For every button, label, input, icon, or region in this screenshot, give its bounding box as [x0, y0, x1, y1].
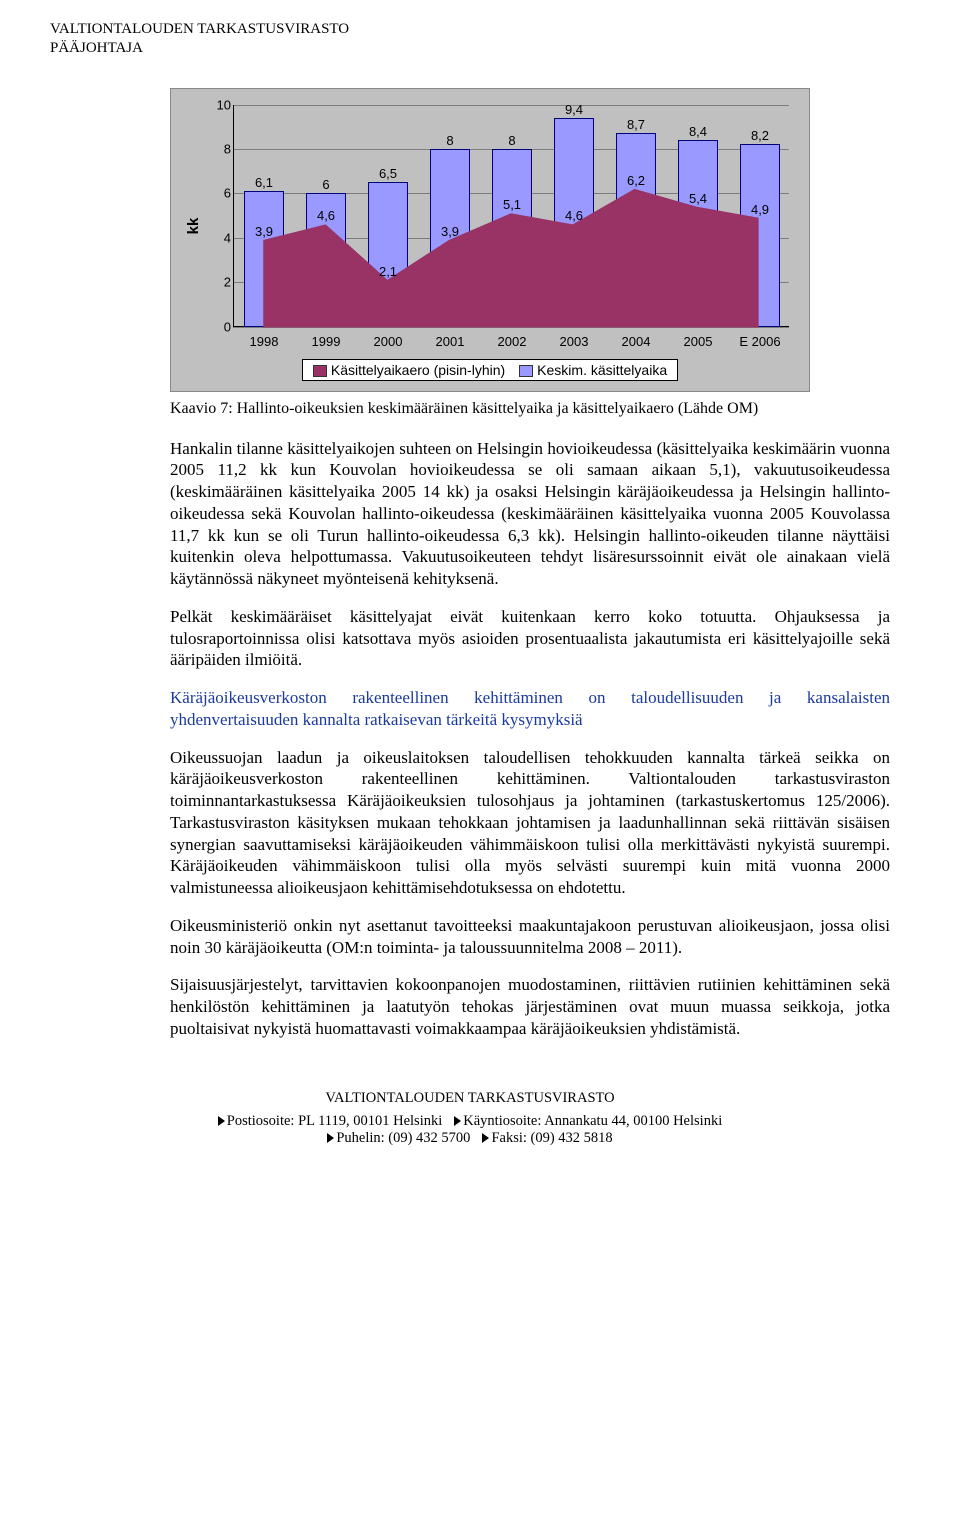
chart-legend: Käsittelyaikaero (pisin-lyhin) Keskim. kä… [171, 351, 809, 391]
y-tick-label: 6 [213, 186, 231, 201]
legend-label: Keskim. käsittelyaika [537, 362, 667, 378]
gridline [233, 105, 789, 106]
x-category-label: 2004 [608, 334, 664, 349]
bar-value-label: 8,4 [678, 124, 718, 139]
x-category-label: 1998 [236, 334, 292, 349]
x-category-label: 1999 [298, 334, 354, 349]
x-category-label: 2000 [360, 334, 416, 349]
area-value-label: 5,1 [503, 197, 521, 212]
y-tick-label: 4 [213, 230, 231, 245]
bar-value-label: 6,1 [244, 175, 284, 190]
chart-frame: kk 0 2 4 6 8 10 6,1 1998 6 1999 6,5 2000 8 2001 8 2002 9… [170, 88, 810, 392]
triangle-icon [482, 1133, 489, 1143]
bar-value-label: 8,2 [740, 128, 780, 143]
paragraph: Sijaisuusjärjestelyt, tarvittavien kokoo… [170, 974, 890, 1039]
footer-item: Puhelin: (09) 432 5700 [327, 1130, 470, 1147]
bar-value-label: 8,7 [616, 117, 656, 132]
y-tick-label: 10 [213, 97, 231, 112]
document-body: Hankalin tilanne käsittelyaikojen suhtee… [170, 438, 890, 1040]
area-value-label: 6,2 [627, 173, 645, 188]
chart-caption: Kaavio 7: Hallinto-oikeuksien keskimäärä… [170, 400, 890, 418]
area-value-label: 4,9 [751, 202, 769, 217]
paragraph: Oikeussuojan laadun ja oikeuslaitoksen t… [170, 747, 890, 899]
x-category-label: E 2006 [732, 334, 788, 349]
bar-value-label: 8 [492, 133, 532, 148]
footer-item: Faksi: (09) 432 5818 [482, 1130, 612, 1147]
bar [492, 149, 532, 327]
page-header: VALTIONTALOUDEN TARKASTUSVIRASTO PÄÄJOHT… [50, 20, 890, 58]
area-value-label: 4,6 [317, 208, 335, 223]
bar [244, 191, 284, 326]
footer-item: Postiosoite: PL 1119, 00101 Helsinki [218, 1113, 443, 1130]
bar [678, 140, 718, 326]
legend-label: Käsittelyaikaero (pisin-lyhin) [331, 362, 505, 378]
triangle-icon [454, 1116, 461, 1126]
org-line2: PÄÄJOHTAJA [50, 39, 890, 58]
area-value-label: 2,1 [379, 264, 397, 279]
footer-line2: Puhelin: (09) 432 5700 Faksi: (09) 432 5… [50, 1130, 890, 1147]
plot-area: kk 02468106,11998619996,5200082001820029… [183, 101, 797, 351]
bar [616, 133, 656, 326]
paragraph: Hankalin tilanne käsittelyaikojen suhtee… [170, 438, 890, 590]
triangle-icon [327, 1133, 334, 1143]
paragraph: Oikeusministeriö onkin nyt asettanut tav… [170, 915, 890, 959]
page-footer: VALTIONTALOUDEN TARKASTUSVIRASTO Postios… [50, 1090, 890, 1147]
footer-org: VALTIONTALOUDEN TARKASTUSVIRASTO [50, 1090, 890, 1107]
footer-item: Käyntiosoite: Annankatu 44, 00100 Helsin… [454, 1113, 722, 1130]
legend-item: Käsittelyaikaero (pisin-lyhin) [313, 362, 505, 378]
gridline [233, 327, 789, 328]
x-category-label: 2002 [484, 334, 540, 349]
bar-value-label: 8 [430, 133, 470, 148]
legend-swatch [313, 365, 327, 377]
y-tick-label: 0 [213, 319, 231, 334]
triangle-icon [218, 1116, 225, 1126]
bar-value-label: 6 [306, 177, 346, 192]
paragraph: Pelkät keskimääräiset käsittelyajat eivä… [170, 606, 890, 671]
legend-box: Käsittelyaikaero (pisin-lyhin) Keskim. kä… [302, 359, 678, 381]
y-tick-label: 2 [213, 275, 231, 290]
x-category-label: 2005 [670, 334, 726, 349]
footer-line1: Postiosoite: PL 1119, 00101 Helsinki Käy… [50, 1113, 890, 1130]
x-category-label: 2001 [422, 334, 478, 349]
bar [740, 144, 780, 326]
bar [368, 182, 408, 326]
y-tick-label: 8 [213, 141, 231, 156]
area-value-label: 3,9 [441, 224, 459, 239]
chart-container: kk 0 2 4 6 8 10 6,1 1998 6 1999 6,5 2000 8 2001 8 2002 9… [170, 88, 890, 392]
legend-swatch [519, 365, 533, 377]
area-value-label: 4,6 [565, 208, 583, 223]
org-line1: VALTIONTALOUDEN TARKASTUSVIRASTO [50, 20, 890, 39]
area-value-label: 5,4 [689, 191, 707, 206]
bar-value-label: 6,5 [368, 166, 408, 181]
paragraph: Käräjäoikeusverkoston rakenteellinen keh… [170, 687, 890, 731]
x-category-label: 2003 [546, 334, 602, 349]
bar-value-label: 9,4 [554, 102, 594, 117]
y-axis-label: kk [185, 217, 202, 234]
area-value-label: 3,9 [255, 224, 273, 239]
legend-item: Keskim. käsittelyaika [519, 362, 667, 378]
